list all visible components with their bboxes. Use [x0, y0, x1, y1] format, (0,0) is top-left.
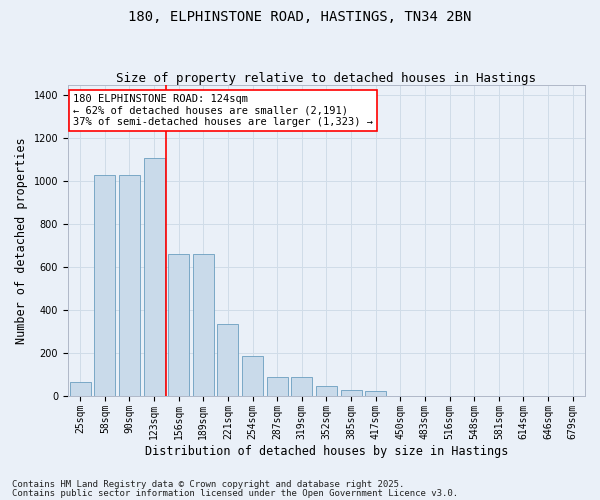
Text: Contains HM Land Registry data © Crown copyright and database right 2025.: Contains HM Land Registry data © Crown c…: [12, 480, 404, 489]
Text: 180, ELPHINSTONE ROAD, HASTINGS, TN34 2BN: 180, ELPHINSTONE ROAD, HASTINGS, TN34 2B…: [128, 10, 472, 24]
Bar: [267, 377, 287, 396]
Bar: [292, 377, 312, 396]
Bar: [168, 254, 189, 396]
X-axis label: Distribution of detached houses by size in Hastings: Distribution of detached houses by size …: [145, 444, 508, 458]
Y-axis label: Number of detached properties: Number of detached properties: [15, 137, 28, 344]
Bar: [242, 356, 263, 396]
Bar: [217, 324, 238, 396]
Title: Size of property relative to detached houses in Hastings: Size of property relative to detached ho…: [116, 72, 536, 85]
Text: Contains public sector information licensed under the Open Government Licence v3: Contains public sector information licen…: [12, 488, 458, 498]
Bar: [341, 390, 362, 396]
Bar: [316, 386, 337, 396]
Bar: [193, 254, 214, 396]
Bar: [119, 174, 140, 396]
Bar: [143, 158, 164, 396]
Text: 180 ELPHINSTONE ROAD: 124sqm
← 62% of detached houses are smaller (2,191)
37% of: 180 ELPHINSTONE ROAD: 124sqm ← 62% of de…: [73, 94, 373, 127]
Bar: [94, 174, 115, 396]
Bar: [70, 382, 91, 396]
Bar: [365, 390, 386, 396]
